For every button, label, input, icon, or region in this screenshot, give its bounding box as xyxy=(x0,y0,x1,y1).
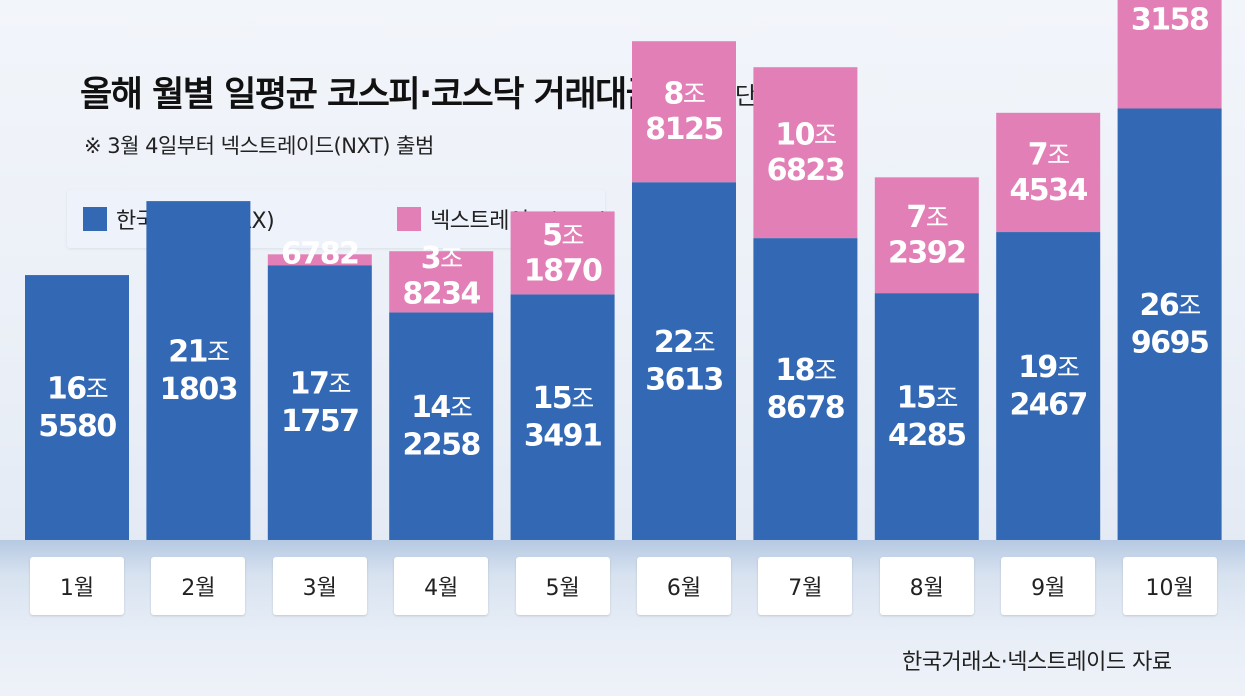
bar-krx-5 xyxy=(510,294,615,540)
month-label-2: 2월 xyxy=(151,557,246,615)
krx-value-label-6-0: 22조 xyxy=(654,325,715,360)
krx-value-label-1-1: 5580 xyxy=(38,409,116,444)
month-label-7: 7월 xyxy=(758,557,853,615)
bar-krx-9 xyxy=(996,232,1101,540)
chart-title: 올해 월별 일평균 코스피·코스닥 거래대금 xyxy=(80,75,658,115)
nxt-value-label-10-0: 13조 xyxy=(1139,0,1200,1)
bar-nxt-8 xyxy=(874,177,979,294)
nxt-value-label-6-0: 8조 xyxy=(664,76,705,111)
nxt-value-label-4-0: 3조 xyxy=(421,240,462,275)
month-label-10: 10월 xyxy=(1122,557,1217,615)
legend-swatch-nxt xyxy=(397,207,421,231)
bar-krx-1 xyxy=(25,275,129,540)
month-label-1: 1월 xyxy=(30,557,124,615)
bar-krx-7 xyxy=(753,238,858,540)
krx-value-label-5-1: 3491 xyxy=(524,419,602,454)
chart-note: ※ 3월 4일부터 넥스트레이드(NXT) 출범 xyxy=(84,134,434,158)
bar-krx-2 xyxy=(146,201,251,540)
bar-nxt-9 xyxy=(996,112,1101,233)
month-label-3: 3월 xyxy=(272,557,367,615)
krx-value-label-4-1: 2258 xyxy=(402,428,480,463)
krx-value-label-7-0: 18조 xyxy=(775,353,836,388)
bar-krx-4 xyxy=(389,312,494,540)
krx-value-label-2-0: 21조 xyxy=(168,334,229,369)
nxt-value-label-5-1: 1870 xyxy=(524,253,602,288)
nxt-value-label-8-0: 7조 xyxy=(906,200,947,235)
bar-krx-6 xyxy=(632,182,736,541)
bar-nxt-7 xyxy=(753,67,858,239)
krx-value-label-6-1: 3613 xyxy=(645,363,723,398)
month-label-5: 5월 xyxy=(515,557,610,615)
krx-value-label-10-0: 26조 xyxy=(1139,288,1200,323)
nxt-value-label-7-1: 6823 xyxy=(767,153,845,188)
krx-value-label-3-1: 1757 xyxy=(281,404,359,439)
krx-value-label-8-1: 4285 xyxy=(888,418,966,453)
nxt-value-label-7-0: 10조 xyxy=(775,117,836,152)
nxt-value-label-6-1: 8125 xyxy=(645,112,723,147)
bar-krx-8 xyxy=(874,293,979,540)
nxt-value-label-4-1: 8234 xyxy=(402,276,480,311)
bar-krx-3 xyxy=(267,265,372,540)
krx-value-label-4-0: 14조 xyxy=(411,390,472,425)
bar-krx-10 xyxy=(1117,108,1222,540)
source-note: 한국거래소·넥스트레이드 자료 xyxy=(902,650,1172,675)
month-label-9: 9월 xyxy=(1001,557,1096,615)
krx-value-label-8-0: 15조 xyxy=(897,380,958,415)
nxt-value-label-5-0: 5조 xyxy=(542,217,583,252)
krx-value-label-10-1: 9695 xyxy=(1131,326,1209,361)
krx-value-label-9-0: 19조 xyxy=(1018,350,1079,385)
bar-nxt-6 xyxy=(632,41,736,183)
bar-nxt-4 xyxy=(389,251,494,313)
bar-nxt-5 xyxy=(510,211,615,295)
krx-value-label-3-0: 17조 xyxy=(290,366,351,401)
krx-value-label-5-0: 15조 xyxy=(532,381,593,416)
krx-value-label-9-1: 2467 xyxy=(1009,388,1087,423)
krx-value-label-1-0: 16조 xyxy=(47,371,108,406)
nxt-value-label-9-1: 4534 xyxy=(1009,173,1087,208)
krx-value-label-2-1: 1803 xyxy=(160,372,238,407)
month-label-6: 6월 xyxy=(637,557,731,615)
nxt-value-label-3-0: 6782 xyxy=(281,237,359,272)
bar-nxt-10 xyxy=(1117,0,1222,109)
krx-value-label-7-1: 8678 xyxy=(767,391,845,426)
legend-swatch-krx xyxy=(83,207,107,231)
nxt-value-label-9-0: 7조 xyxy=(1028,137,1069,172)
month-label-8: 8월 xyxy=(879,557,974,615)
nxt-value-label-8-1: 2392 xyxy=(888,236,966,271)
nxt-value-label-10-1: 3158 xyxy=(1131,2,1209,37)
month-label-4: 4월 xyxy=(394,557,489,615)
bar-nxt-3 xyxy=(267,254,372,266)
